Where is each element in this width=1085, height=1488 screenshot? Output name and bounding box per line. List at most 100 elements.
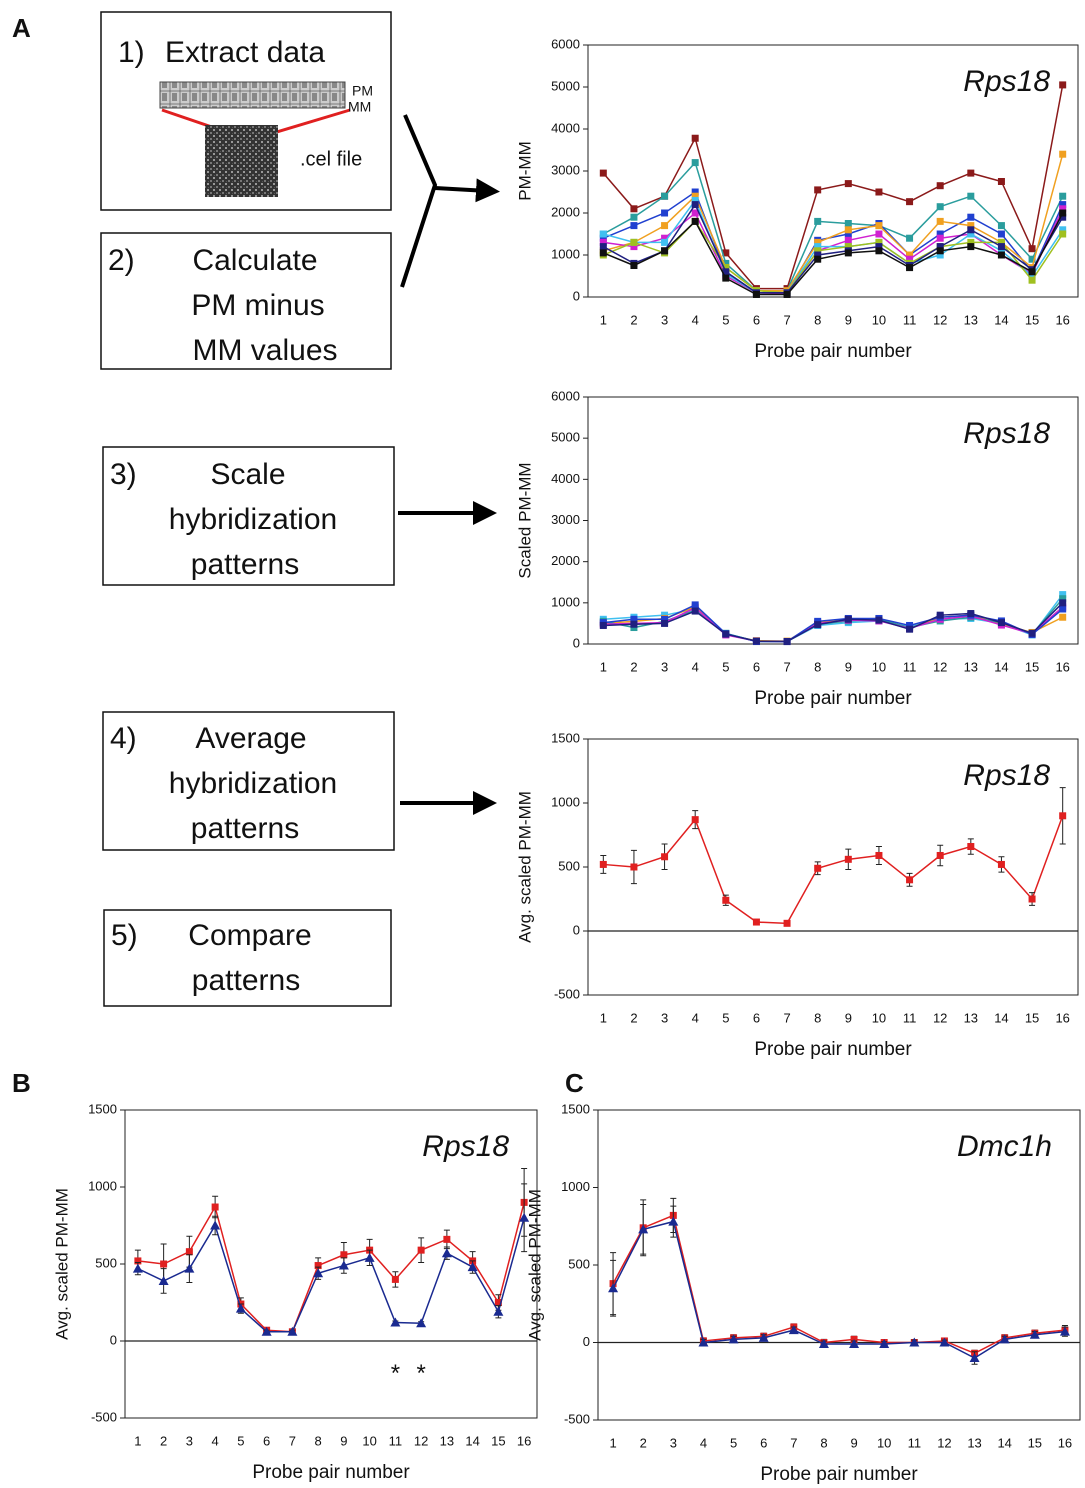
step-box xyxy=(102,711,395,851)
marker xyxy=(722,259,730,267)
x-tick-label: 2 xyxy=(630,659,637,674)
marker xyxy=(1059,150,1067,158)
step-text: hybridization xyxy=(169,767,337,800)
x-tick-label: 5 xyxy=(722,1010,729,1025)
marker xyxy=(936,182,944,190)
x-tick-label: 15 xyxy=(1028,1435,1042,1450)
marker xyxy=(1029,1329,1040,1339)
marker xyxy=(494,1299,502,1306)
series-line xyxy=(612,1214,1066,1355)
x-tick-label: 6 xyxy=(753,312,760,327)
marker xyxy=(814,243,822,251)
y-tick-label: 0 xyxy=(110,1332,117,1347)
annotation: * xyxy=(416,1360,425,1387)
marker xyxy=(1059,591,1067,599)
y-tick-label: 0 xyxy=(573,288,580,303)
y-tick-label: 3000 xyxy=(551,162,580,177)
x-tick-label: 12 xyxy=(414,1433,428,1448)
x-tick-label: 3 xyxy=(661,1010,668,1025)
series-line xyxy=(602,203,1064,294)
marker xyxy=(1059,213,1067,221)
step-text: Extract data xyxy=(165,36,325,69)
chart-title: Rps18 xyxy=(422,1130,509,1163)
marker xyxy=(1059,599,1067,607)
y-tick-label: 500 xyxy=(558,858,580,873)
marker xyxy=(814,864,822,872)
plot-frame xyxy=(597,1109,1081,1421)
x-tick-label: 14 xyxy=(994,659,1008,674)
step-text: hybridization xyxy=(169,503,337,536)
x-tick-label: 14 xyxy=(994,312,1008,327)
marker xyxy=(1028,272,1036,280)
marker xyxy=(722,896,730,904)
merge-lines xyxy=(400,114,438,288)
y-tick-label: -500 xyxy=(564,1411,590,1426)
x-tick-label: 16 xyxy=(1055,1010,1069,1025)
marker xyxy=(314,1262,322,1270)
x-tick-label: 15 xyxy=(1025,312,1039,327)
marker xyxy=(441,1248,452,1258)
marker xyxy=(939,1337,950,1347)
x-tick-label: 9 xyxy=(340,1433,347,1448)
marker xyxy=(1059,226,1067,234)
x-axis-title: Probe pair number xyxy=(754,341,912,362)
marker xyxy=(967,843,975,851)
marker xyxy=(630,213,638,221)
marker xyxy=(630,238,638,246)
marker xyxy=(1028,895,1036,903)
marker xyxy=(599,249,607,257)
marker xyxy=(1028,255,1036,263)
marker xyxy=(722,264,730,272)
marker xyxy=(783,919,791,927)
plot-frame xyxy=(587,44,1079,298)
marker xyxy=(1028,268,1036,276)
marker xyxy=(691,201,699,209)
y-axis-title: Scaled PM-MM xyxy=(515,462,534,578)
x-tick-label: 11 xyxy=(903,1010,917,1025)
x-tick-label: 16 xyxy=(1055,659,1069,674)
marker xyxy=(814,621,822,629)
x-tick-label: 3 xyxy=(186,1433,193,1448)
marker xyxy=(936,203,944,211)
marker xyxy=(668,1216,679,1226)
x-tick-label: 16 xyxy=(517,1433,531,1448)
x-tick-label: 2 xyxy=(630,1010,637,1025)
marker xyxy=(599,234,607,242)
series-line xyxy=(612,1220,1066,1359)
marker xyxy=(211,1203,219,1211)
y-axis-title: PM-MM xyxy=(515,141,534,200)
marker xyxy=(722,274,730,282)
marker xyxy=(160,1260,168,1268)
x-tick-label: 11 xyxy=(389,1433,403,1448)
marker xyxy=(875,616,883,624)
marker xyxy=(844,855,852,863)
series-line xyxy=(603,220,1064,294)
marker xyxy=(661,619,669,627)
marker xyxy=(997,247,1005,255)
y-tick-label: 1500 xyxy=(88,1101,117,1116)
x-tick-label: 1 xyxy=(609,1435,616,1450)
panel-label: A xyxy=(12,13,31,43)
marker xyxy=(691,134,699,142)
x-tick-label: 2 xyxy=(160,1433,167,1448)
x-tick-label: 7 xyxy=(790,1435,797,1450)
step-text: Compare xyxy=(188,919,311,952)
marker xyxy=(879,1339,890,1349)
step-text: patterns xyxy=(192,964,300,997)
marker xyxy=(1028,629,1036,637)
x-tick-label: 6 xyxy=(753,1010,760,1025)
x-tick-label: 14 xyxy=(997,1435,1011,1450)
marker xyxy=(338,1260,349,1270)
y-tick-label: 4000 xyxy=(551,471,580,486)
step-text: MM values xyxy=(192,334,337,367)
x-tick-label: 3 xyxy=(661,312,668,327)
marker xyxy=(1059,205,1067,213)
step-number: 2) xyxy=(108,244,135,277)
array-strip xyxy=(159,81,346,109)
x-tick-label: 4 xyxy=(692,312,699,327)
marker xyxy=(844,226,852,234)
step-box xyxy=(103,909,392,1007)
marker xyxy=(728,1334,739,1344)
marker xyxy=(390,1317,401,1327)
chart-title: Rps18 xyxy=(963,759,1050,792)
